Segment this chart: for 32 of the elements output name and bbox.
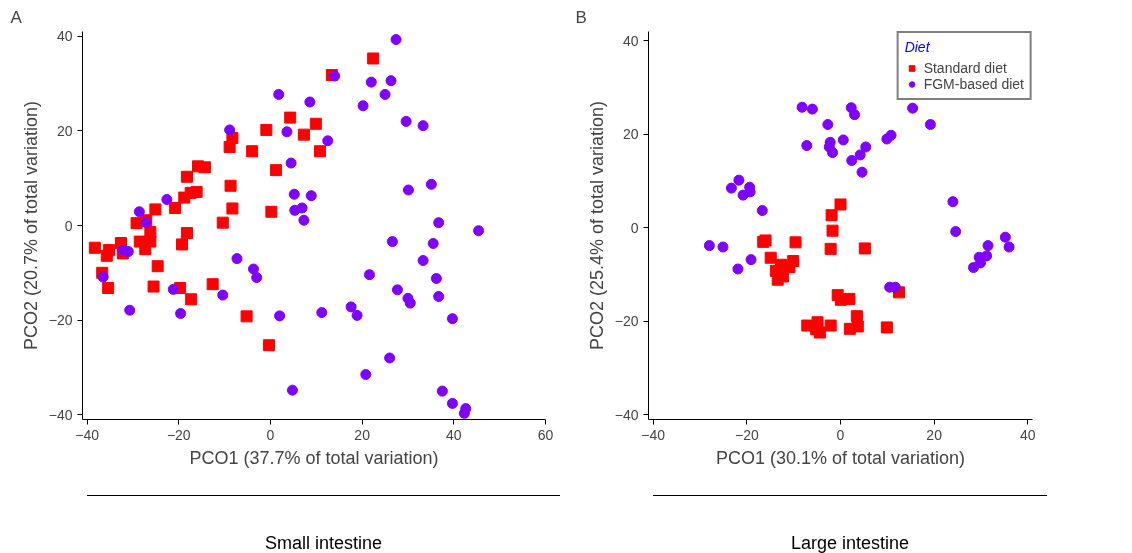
legend-label: Standard diet bbox=[923, 60, 1007, 76]
legend-label: FGM-based diet bbox=[923, 76, 1024, 92]
y-tick-label: 40 bbox=[622, 32, 639, 49]
text: Large intestine bbox=[790, 532, 910, 553]
x-tick-label: −40 bbox=[641, 426, 666, 443]
y-axis-title: PCO2 (25.4% of total variation) bbox=[586, 100, 607, 351]
text: Small intestine bbox=[264, 532, 383, 553]
x-tick-label: −40 bbox=[75, 426, 100, 443]
x-tick-label: 20 bbox=[354, 426, 371, 443]
x-axis-title: PCO1 (30.1% of total variation) bbox=[715, 447, 966, 468]
x-tick-label: −20 bbox=[734, 426, 759, 443]
y-tick-label: −20 bbox=[614, 313, 639, 330]
chart-title: A bbox=[10, 7, 23, 27]
x-tick-label: 0 bbox=[266, 426, 275, 443]
x-tick-label: 20 bbox=[926, 426, 943, 443]
y-tick-label: 40 bbox=[56, 28, 73, 45]
y-tick-label: 20 bbox=[622, 126, 639, 143]
x-tick-label: 40 bbox=[446, 426, 462, 443]
chart-title: B bbox=[575, 7, 587, 27]
x-tick-label: −20 bbox=[166, 426, 191, 443]
y-tick-label: −40 bbox=[48, 406, 73, 423]
x-tick-label: 40 bbox=[1020, 426, 1036, 443]
y-axis-title: PCO2 (20.7% of total variation) bbox=[20, 100, 41, 351]
x-tick-label: 60 bbox=[537, 426, 554, 443]
y-tick-label: 0 bbox=[630, 219, 639, 236]
legend-title: Diet bbox=[904, 39, 931, 55]
x-tick-label: 0 bbox=[836, 426, 845, 443]
y-tick-label: 0 bbox=[64, 217, 73, 234]
x-axis-title: PCO1 (37.7% of total variation) bbox=[189, 447, 439, 468]
y-tick-label: −20 bbox=[48, 312, 73, 329]
y-tick-label: 20 bbox=[56, 122, 73, 139]
y-tick-label: −40 bbox=[614, 406, 639, 423]
